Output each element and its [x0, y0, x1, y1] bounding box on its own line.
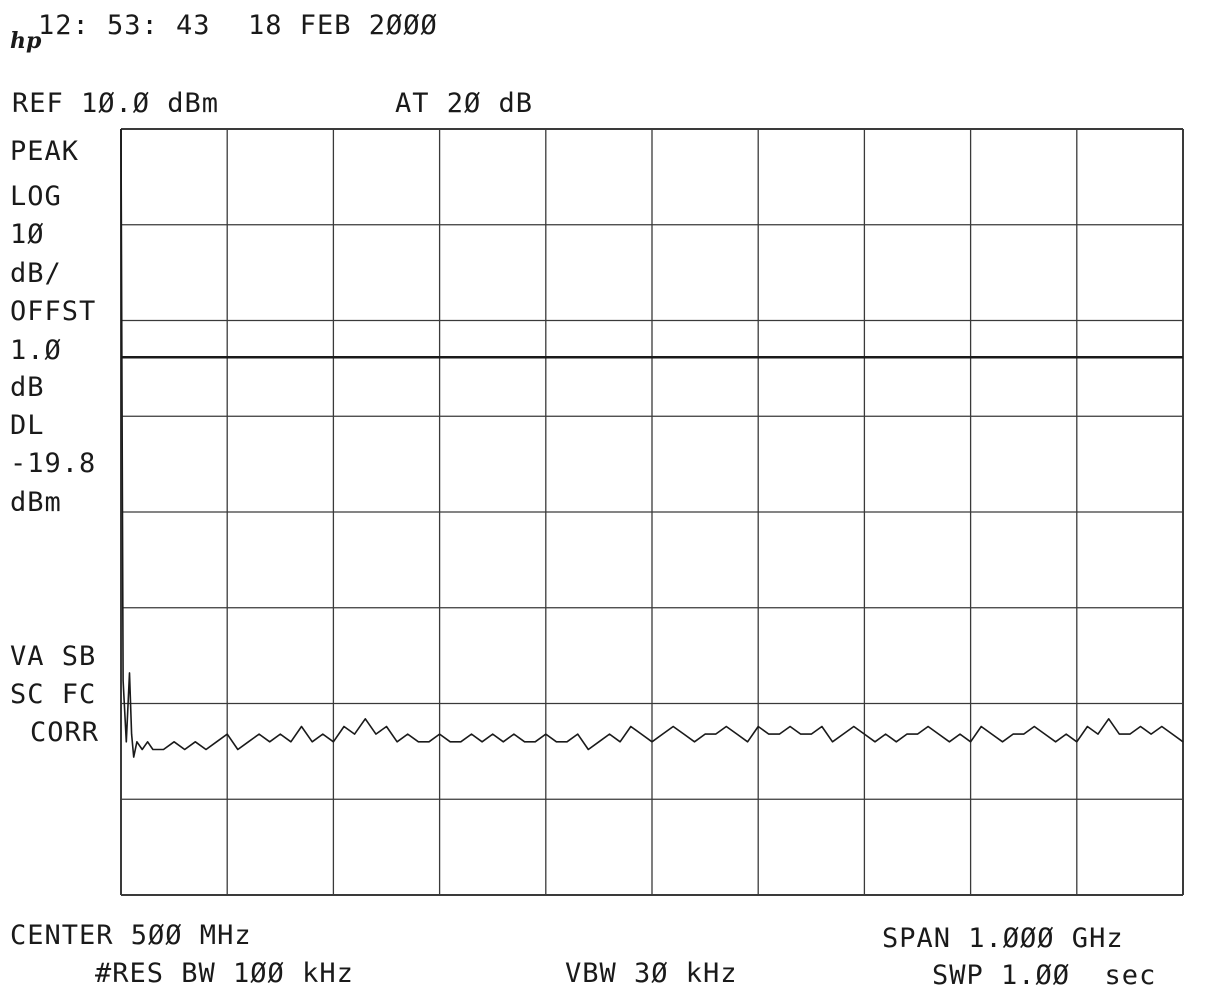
scale-unit: dB/ — [10, 258, 62, 289]
hp-logo-icon: hp — [10, 28, 42, 54]
display-line-unit: dBm — [10, 487, 62, 518]
attenuation: AT 2Ø dB — [395, 88, 534, 119]
detector-mode: PEAK — [10, 136, 80, 167]
scale-value: 1Ø — [10, 219, 45, 250]
display-line-value: -19.8 — [10, 448, 97, 479]
spectrum-trace — [120, 128, 1184, 758]
offset-label: OFFST — [10, 296, 97, 327]
timestamp-date: 18 FEB 2ØØØ — [248, 10, 438, 41]
reference-level: REF 1Ø.Ø dBm — [12, 88, 220, 119]
resolution-bandwidth: #RES BW 1ØØ kHz — [95, 958, 354, 989]
status-flags-1: VA SB — [10, 641, 97, 672]
scale-type: LOG — [10, 181, 62, 212]
span: SPAN 1.ØØØ GHz — [882, 923, 1124, 954]
status-flags-3: CORR — [30, 717, 100, 748]
video-bandwidth: VBW 3Ø kHz — [565, 958, 738, 989]
center-frequency: CENTER 5ØØ MHz — [10, 920, 252, 951]
status-flags-2: SC FC — [10, 679, 97, 710]
offset-value: 1.Ø — [10, 335, 62, 366]
display-line-label: DL — [10, 410, 45, 441]
timestamp-time: 12: 53: 43 — [38, 10, 211, 41]
sweep-time: SWP 1.ØØ sec — [932, 960, 1157, 991]
offset-unit: dB — [10, 372, 45, 403]
grid — [120, 128, 1184, 896]
